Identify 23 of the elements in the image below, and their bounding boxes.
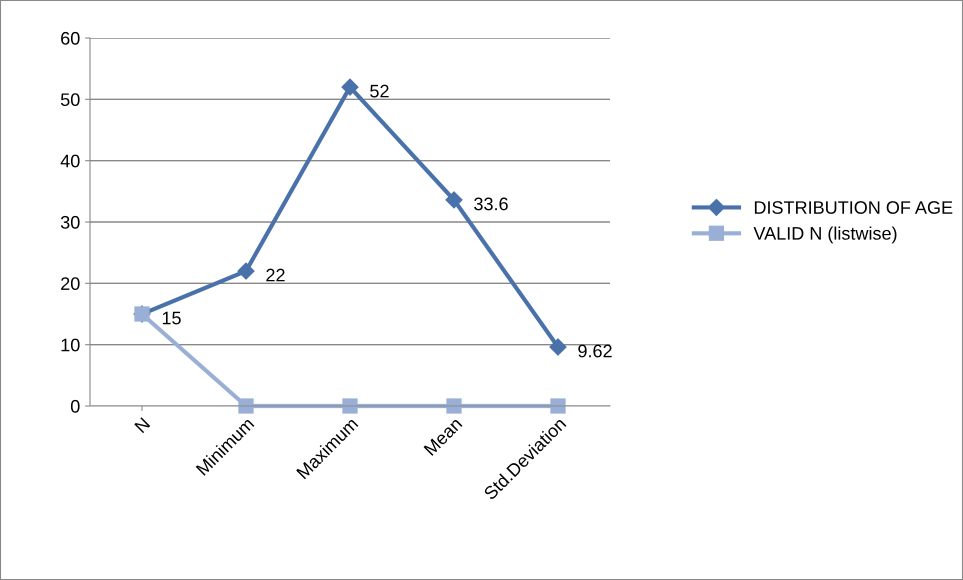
data-label: 33.6 [474, 198, 508, 210]
data-label: 9.62 [578, 344, 612, 358]
y-tick-label: 60 [61, 32, 80, 45]
y-tick-label: 20 [61, 277, 80, 290]
point [341, 78, 359, 96]
data-label: 15 [162, 312, 181, 324]
legend-label: DISTRIBUTION OF AGE [754, 201, 952, 214]
data-label: 52 [370, 84, 389, 98]
point [549, 338, 567, 356]
y-tick-label: 10 [62, 338, 80, 352]
point [238, 398, 254, 414]
y-tick-label: 0 [70, 400, 80, 413]
y-tick-label: 50 [60, 93, 80, 106]
point [446, 398, 462, 414]
y-tick-label: 30 [60, 216, 80, 229]
legend-label: VALID N (listwise) [754, 226, 896, 244]
point [550, 398, 566, 414]
point [237, 262, 255, 280]
point [342, 398, 358, 414]
point [445, 191, 463, 208]
y-tick-label: 40 [60, 154, 80, 168]
data-label: 22 [266, 268, 285, 282]
x-tick-label: N [134, 417, 150, 434]
